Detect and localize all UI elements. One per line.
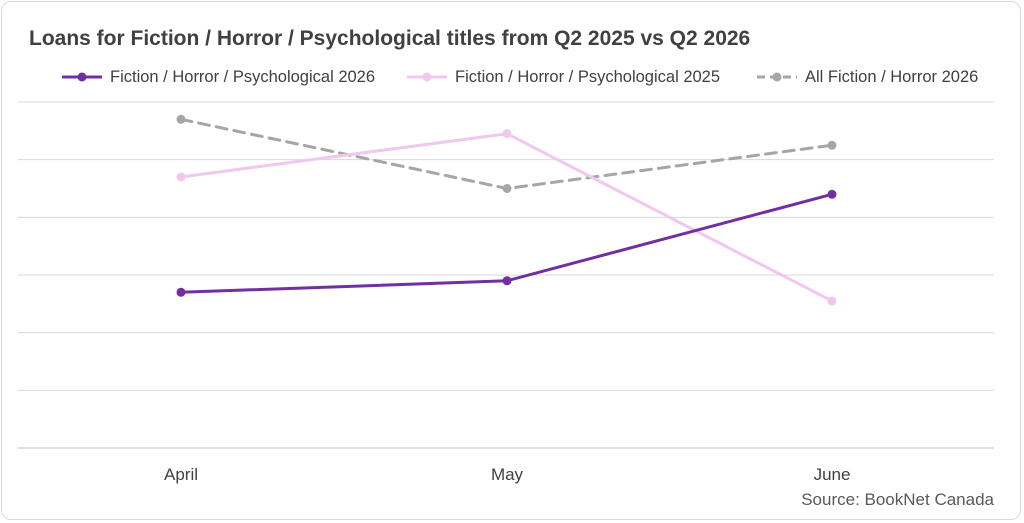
legend-marker-series-1	[62, 72, 102, 82]
series-2	[176, 129, 837, 306]
x-tick-label: May	[491, 465, 524, 484]
chart-legend: Fiction / Horror / Psychological 2026 Fi…	[0, 64, 1024, 90]
data-point	[176, 287, 186, 297]
x-tick-label: April	[164, 465, 198, 484]
series-3	[176, 114, 837, 193]
x-axis-ticks: April May June	[164, 465, 850, 484]
series-1	[176, 189, 837, 297]
data-point	[176, 172, 186, 182]
data-point	[502, 276, 512, 286]
legend-label-series-2: Fiction / Horror / Psychological 2025	[455, 67, 721, 86]
legend-label-series-1: Fiction / Horror / Psychological 2026	[110, 67, 376, 86]
gridlines	[18, 101, 994, 449]
legend-item-series-2: Fiction / Horror / Psychological 2025	[405, 64, 720, 90]
legend-label-series-3: All Fiction / Horror 2026	[805, 67, 979, 86]
legend-marker-series-2	[407, 72, 447, 82]
legend-item-series-1: Fiction / Horror / Psychological 2026	[60, 64, 375, 90]
data-point	[827, 189, 837, 199]
data-point	[502, 129, 512, 139]
legend-item-series-3: All Fiction / Horror 2026	[755, 64, 978, 90]
legend-marker-series-3	[757, 72, 797, 82]
data-point	[176, 114, 186, 124]
x-tick-label: June	[814, 465, 851, 484]
source-note: Source: BookNet Canada	[801, 490, 994, 509]
data-point	[827, 296, 837, 306]
chart-title: Loans for Fiction / Horror / Psychologic…	[29, 27, 751, 50]
data-point	[502, 184, 512, 193]
data-point	[827, 140, 837, 150]
